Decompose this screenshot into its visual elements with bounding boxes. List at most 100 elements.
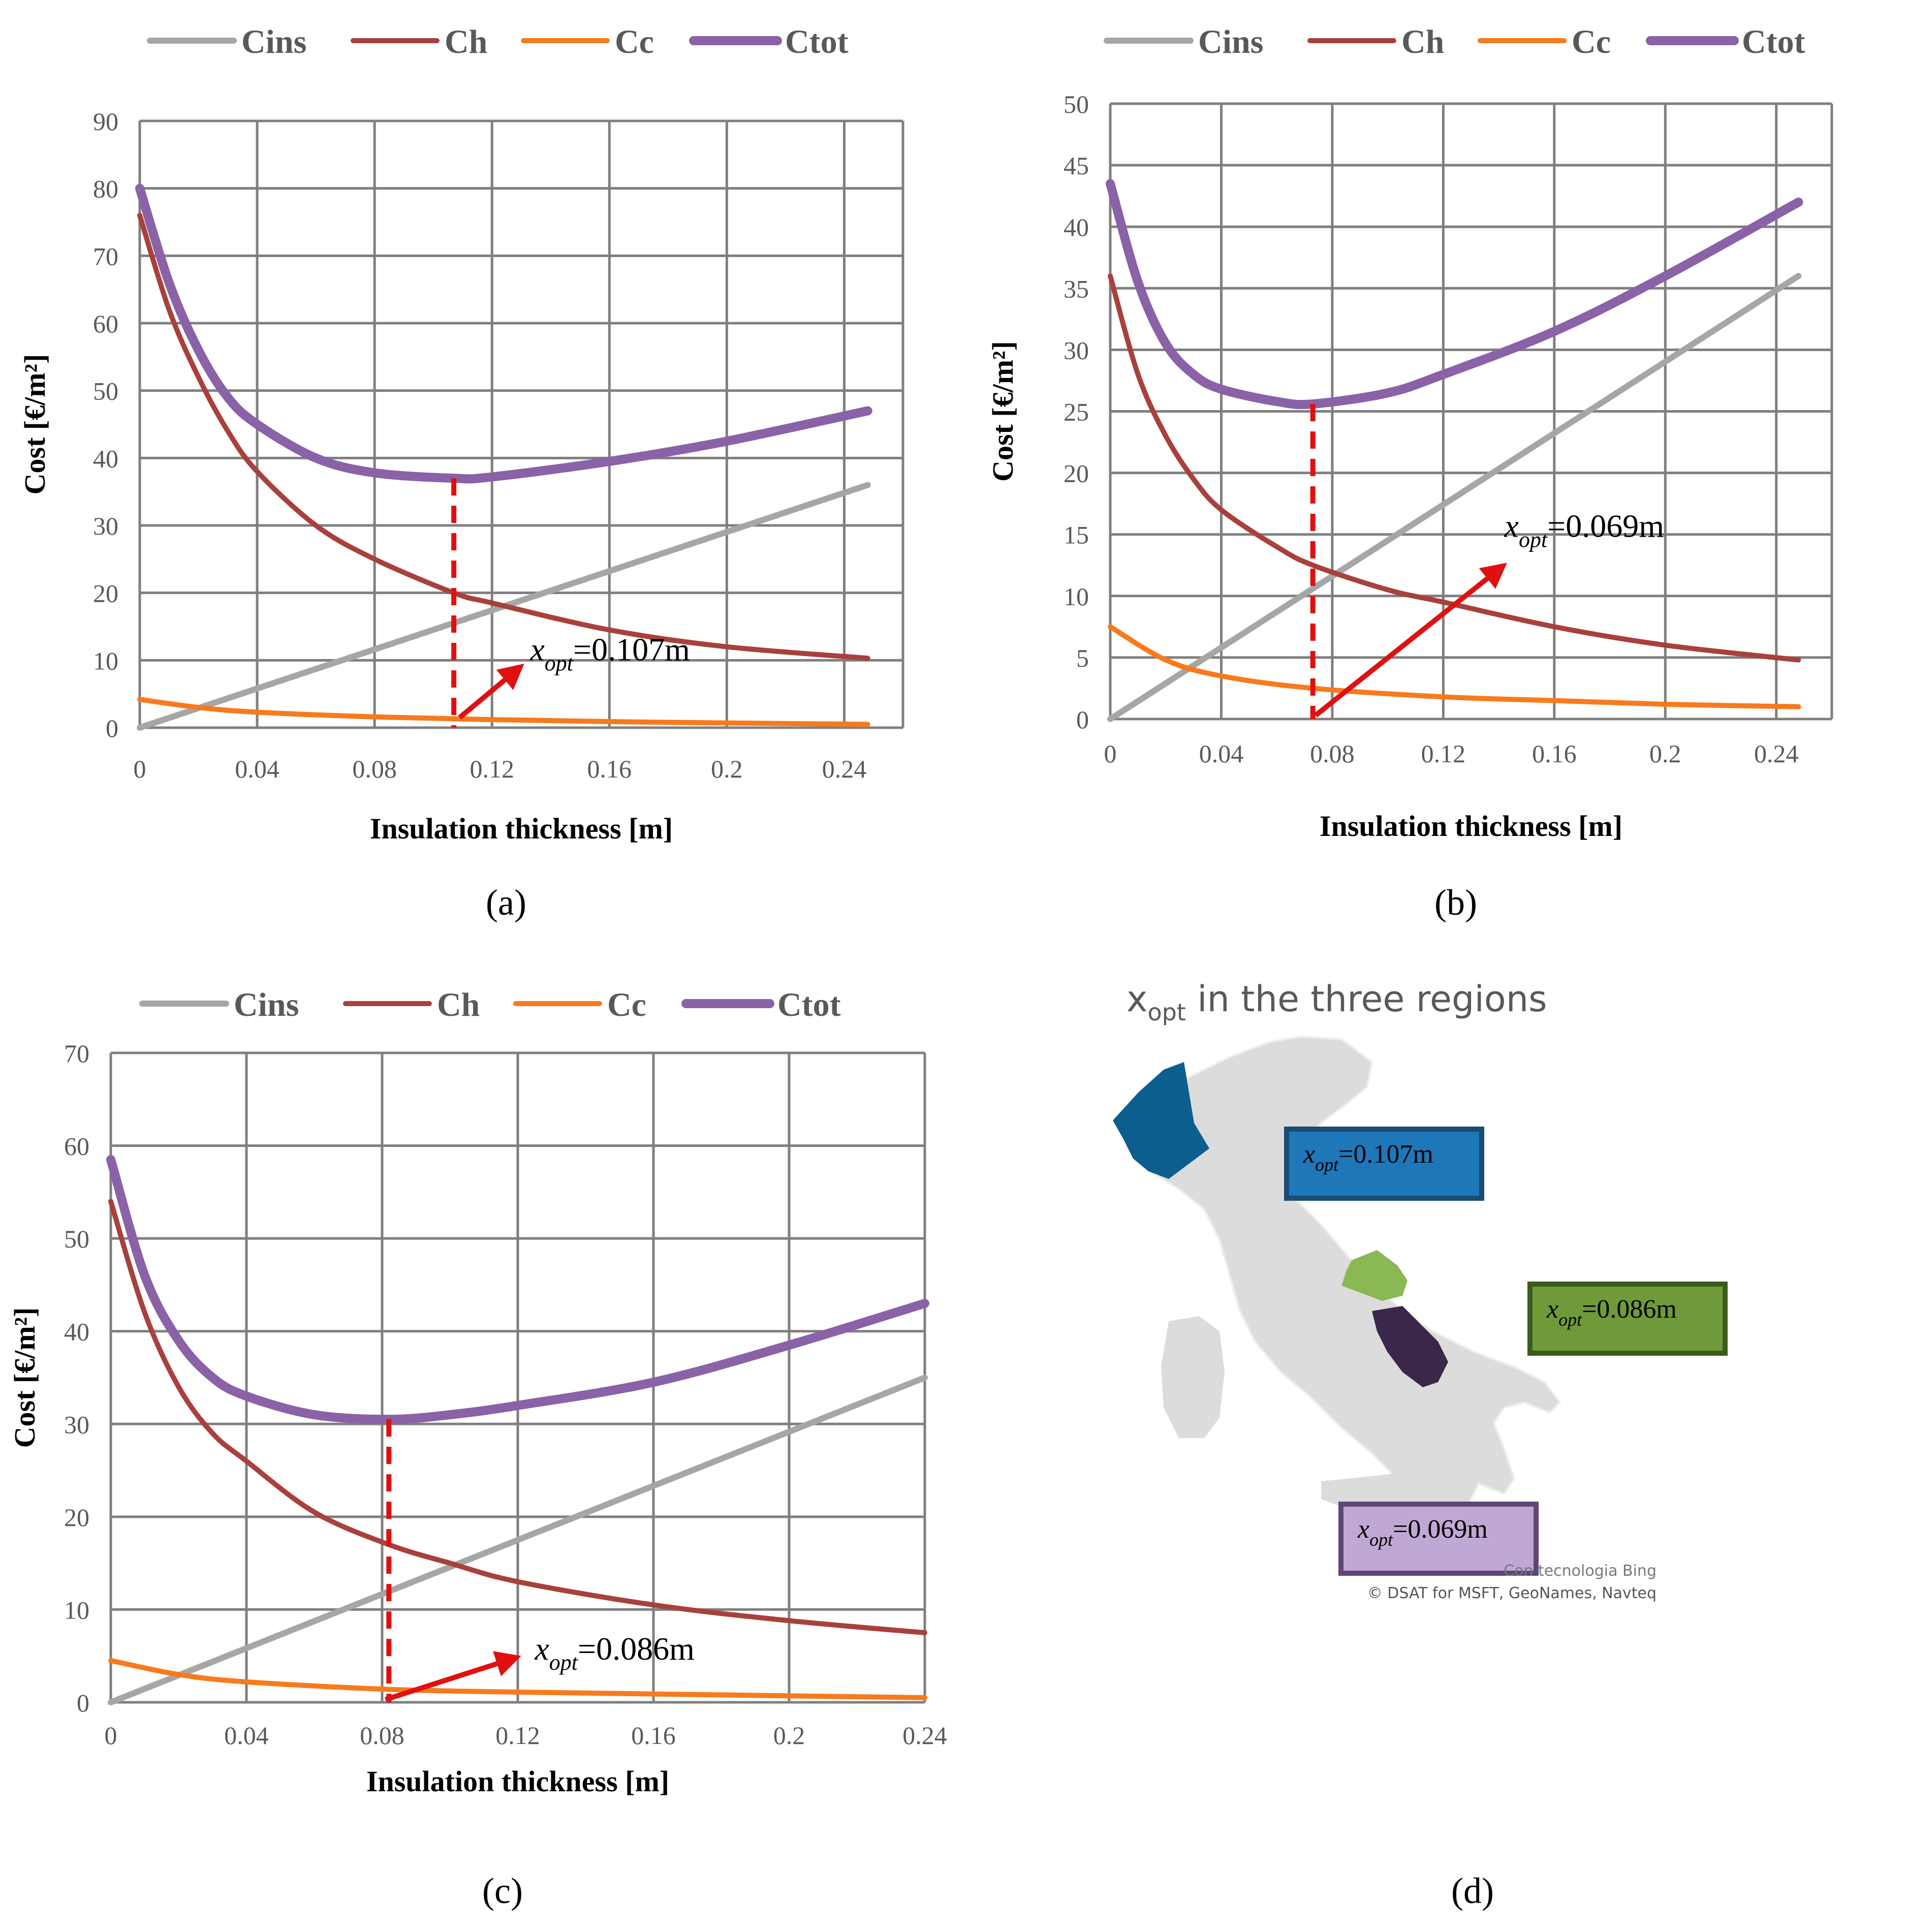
map-credit-line2: © DSAT for MSFT, GeoNames, Navteq [1367,1584,1656,1602]
x-tick-label: 0.16 [631,1721,676,1750]
x-tick-label: 0 [134,755,146,783]
legend-label-cins: Cins [234,986,299,1023]
y-tick-label: 50 [1064,90,1089,118]
series-line-cc [137,697,870,727]
region-box-green: xopt=0.086m [1527,1282,1728,1356]
x-tick-label: 0.16 [1532,739,1577,768]
x-tick-label: 0.2 [773,1721,805,1750]
series-line-cins [1107,273,1802,722]
x-tick-label: 0.24 [822,755,867,783]
sardinia [1161,1316,1225,1438]
legend-label-cins: Cins [241,23,306,60]
map-panel-d: xopt in the three regions xopt=0.107m xo… [1113,978,1728,1911]
x-opt-annotation: xopt=0.069m [1504,508,1665,552]
x-tick-label: 0.24 [902,1721,947,1750]
x-tick-label: 0.2 [711,755,743,783]
series-line-ch [137,212,870,661]
series-line-cc [1108,624,1801,709]
y-tick-label: 80 [93,175,118,203]
legend-label-ch: Ch [437,986,480,1023]
legend-label-ctot: Ctot [777,986,841,1023]
x-tick-label: 0.08 [352,755,397,783]
panel-label-b: (b) [1434,882,1477,923]
y-tick-label: 70 [93,242,118,270]
legend-label-cins: Cins [1198,23,1263,60]
map-title: xopt in the three regions [1127,978,1547,1026]
y-tick-label: 0 [1076,705,1089,734]
panel-label-d: (d) [1451,1871,1494,1911]
annotation-arrow-shaft [385,1661,498,1702]
legend-label-cc: Cc [607,986,646,1023]
y-tick-label: 40 [93,444,118,473]
x-opt-annotation: xopt=0.086m [534,1631,695,1675]
x-tick-label: 0.12 [470,755,514,783]
chart-panel-a: Cins Ch Cc Ctot 0 0.04 0.08 0.12 0.16 0.2 0.24 0 10 2… [18,23,904,923]
y-tick-label: 35 [1064,274,1089,303]
panel-label-c: (c) [482,1871,523,1911]
y-tick-label: 20 [1064,459,1089,488]
region-piedmont [1113,1062,1209,1179]
y-tick-label: 10 [93,646,118,675]
x-tick-label: 0.04 [224,1721,269,1750]
x-axis-label: Insulation thickness [m] [370,812,673,845]
y-tick-label: 20 [93,579,118,608]
y-tick-label: 60 [93,309,118,338]
region-box-green-text: xopt=0.086m [1546,1295,1677,1330]
y-tick-label: 70 [64,1039,89,1068]
y-tick-label: 15 [1064,521,1089,549]
region-abruzzo [1341,1250,1408,1301]
y-tick-label: 20 [64,1503,89,1532]
legend-label-ch: Ch [1401,23,1444,60]
region-box-blue-text: xopt=0.107m [1303,1140,1433,1175]
region-box-blue: xopt=0.107m [1284,1127,1484,1201]
annotation-arrow-shaft [1314,576,1489,718]
x-opt-annotation: xopt=0.107m [529,631,690,675]
x-tick-label: 0 [1104,739,1117,768]
legend-label-cc: Cc [615,23,654,60]
italy-mainland [1137,1035,1561,1567]
y-axis-label: Cost [€/m²] [18,354,51,495]
x-tick-label: 0.24 [1754,739,1799,768]
annotation-arrow-shaft [458,678,507,720]
y-tick-label: 0 [77,1689,89,1717]
y-tick-label: 40 [64,1318,89,1346]
x-tick-label: 0.12 [495,1721,540,1750]
region-box-purple: xopt=0.069m [1338,1502,1539,1576]
y-tick-label: 5 [1076,644,1089,672]
y-axis-label: Cost [€/m²] [986,341,1019,482]
x-tick-label: 0 [105,1721,117,1750]
y-tick-label: 90 [93,107,118,136]
series-line-ch [1108,273,1801,663]
legend-label-cc: Cc [1572,23,1611,60]
italy-map [1113,1035,1561,1567]
y-tick-label: 30 [93,512,118,540]
legend-label-ch: Ch [445,23,487,60]
series-line-cins [108,1375,928,1705]
y-tick-label: 30 [64,1410,89,1439]
annotation-arrow-head [496,663,524,690]
y-tick-label: 45 [1064,151,1089,180]
legend-label-ctot: Ctot [1742,23,1805,60]
y-tick-label: 25 [1064,398,1089,426]
y-tick-label: 10 [64,1596,89,1624]
annotation-arrow-head [493,1651,521,1676]
x-tick-label: 0.16 [587,755,632,783]
y-tick-label: 50 [93,377,118,406]
y-tick-label: 60 [64,1132,89,1161]
legend-label-ctot: Ctot [785,23,849,60]
annotation-arrow-head [1479,563,1507,589]
chart-panel-c: Cins Ch Cc Ctot 0 0.04 0.08 0.12 0.16 0.2 0.24 0 10 2… [8,986,947,1911]
x-tick-label: 0.2 [1649,739,1681,768]
y-tick-label: 0 [106,714,118,742]
x-axis-label: Insulation thickness [m] [366,1765,669,1798]
y-tick-label: 40 [1064,213,1089,241]
y-tick-label: 50 [64,1225,89,1253]
series-line-ctot [1106,179,1803,410]
panel-label-a: (a) [486,882,526,923]
series-line-ctot [135,183,872,484]
x-tick-label: 0.12 [1421,739,1466,768]
region-campania [1372,1306,1448,1387]
chart-panel-b: Cins Ch Cc Ctot 0 0.04 0.08 0.12 0.16 0.2 0.24 0 5 10… [986,23,1833,923]
x-axis-label: Insulation thickness [m] [1320,809,1622,843]
